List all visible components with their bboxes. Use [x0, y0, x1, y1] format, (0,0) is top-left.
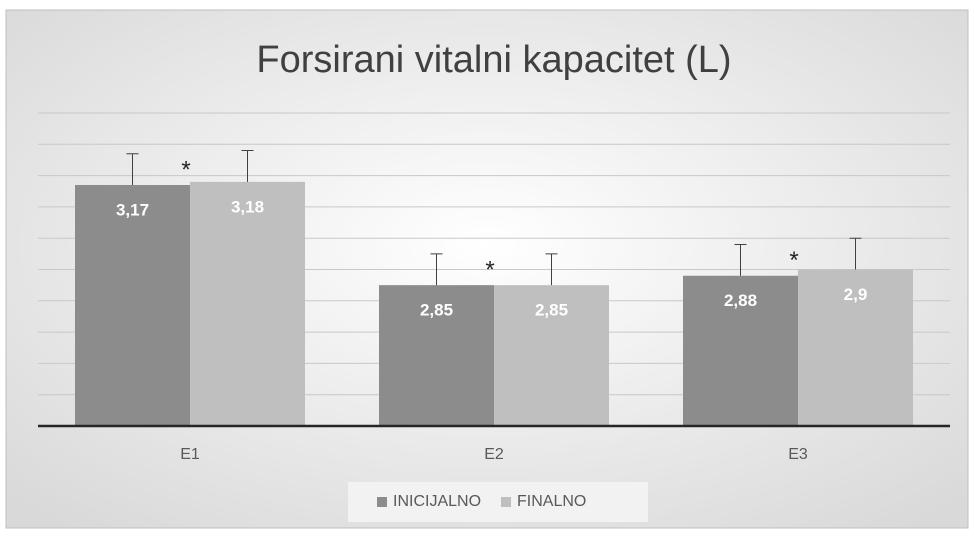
- error-bar: [545, 253, 558, 286]
- bar: [798, 269, 913, 426]
- bar: [379, 285, 494, 426]
- chart-title: Forsirani vitalni kapacitet (L): [256, 39, 731, 81]
- error-bar: [126, 153, 139, 185]
- bar: [494, 285, 609, 426]
- x-tick-label: E2: [484, 446, 504, 463]
- data-label: 3,18: [231, 197, 264, 216]
- x-tick-label: E1: [180, 446, 200, 463]
- bar: [75, 184, 190, 426]
- data-label: 2,85: [535, 301, 568, 320]
- annotation: *: [485, 256, 494, 283]
- x-tick-label: E3: [788, 446, 808, 463]
- legend-swatch: [377, 497, 387, 507]
- data-label: 3,17: [116, 200, 149, 219]
- error-bar: [241, 150, 254, 182]
- data-label: 2,9: [844, 285, 868, 304]
- bar: [683, 275, 798, 426]
- error-bar: [734, 243, 747, 276]
- bar: [190, 181, 305, 426]
- error-bar: [849, 237, 862, 270]
- legend-box: [348, 482, 648, 522]
- legend-swatch: [501, 497, 512, 507]
- data-label: 2,88: [724, 291, 757, 310]
- legend-label: INICIJALNO: [393, 493, 481, 510]
- data-label: 2,85: [420, 301, 453, 320]
- annotation: *: [181, 156, 190, 183]
- legend-label: FINALNO: [517, 493, 586, 510]
- error-bar: [430, 253, 443, 286]
- annotation: *: [789, 247, 798, 274]
